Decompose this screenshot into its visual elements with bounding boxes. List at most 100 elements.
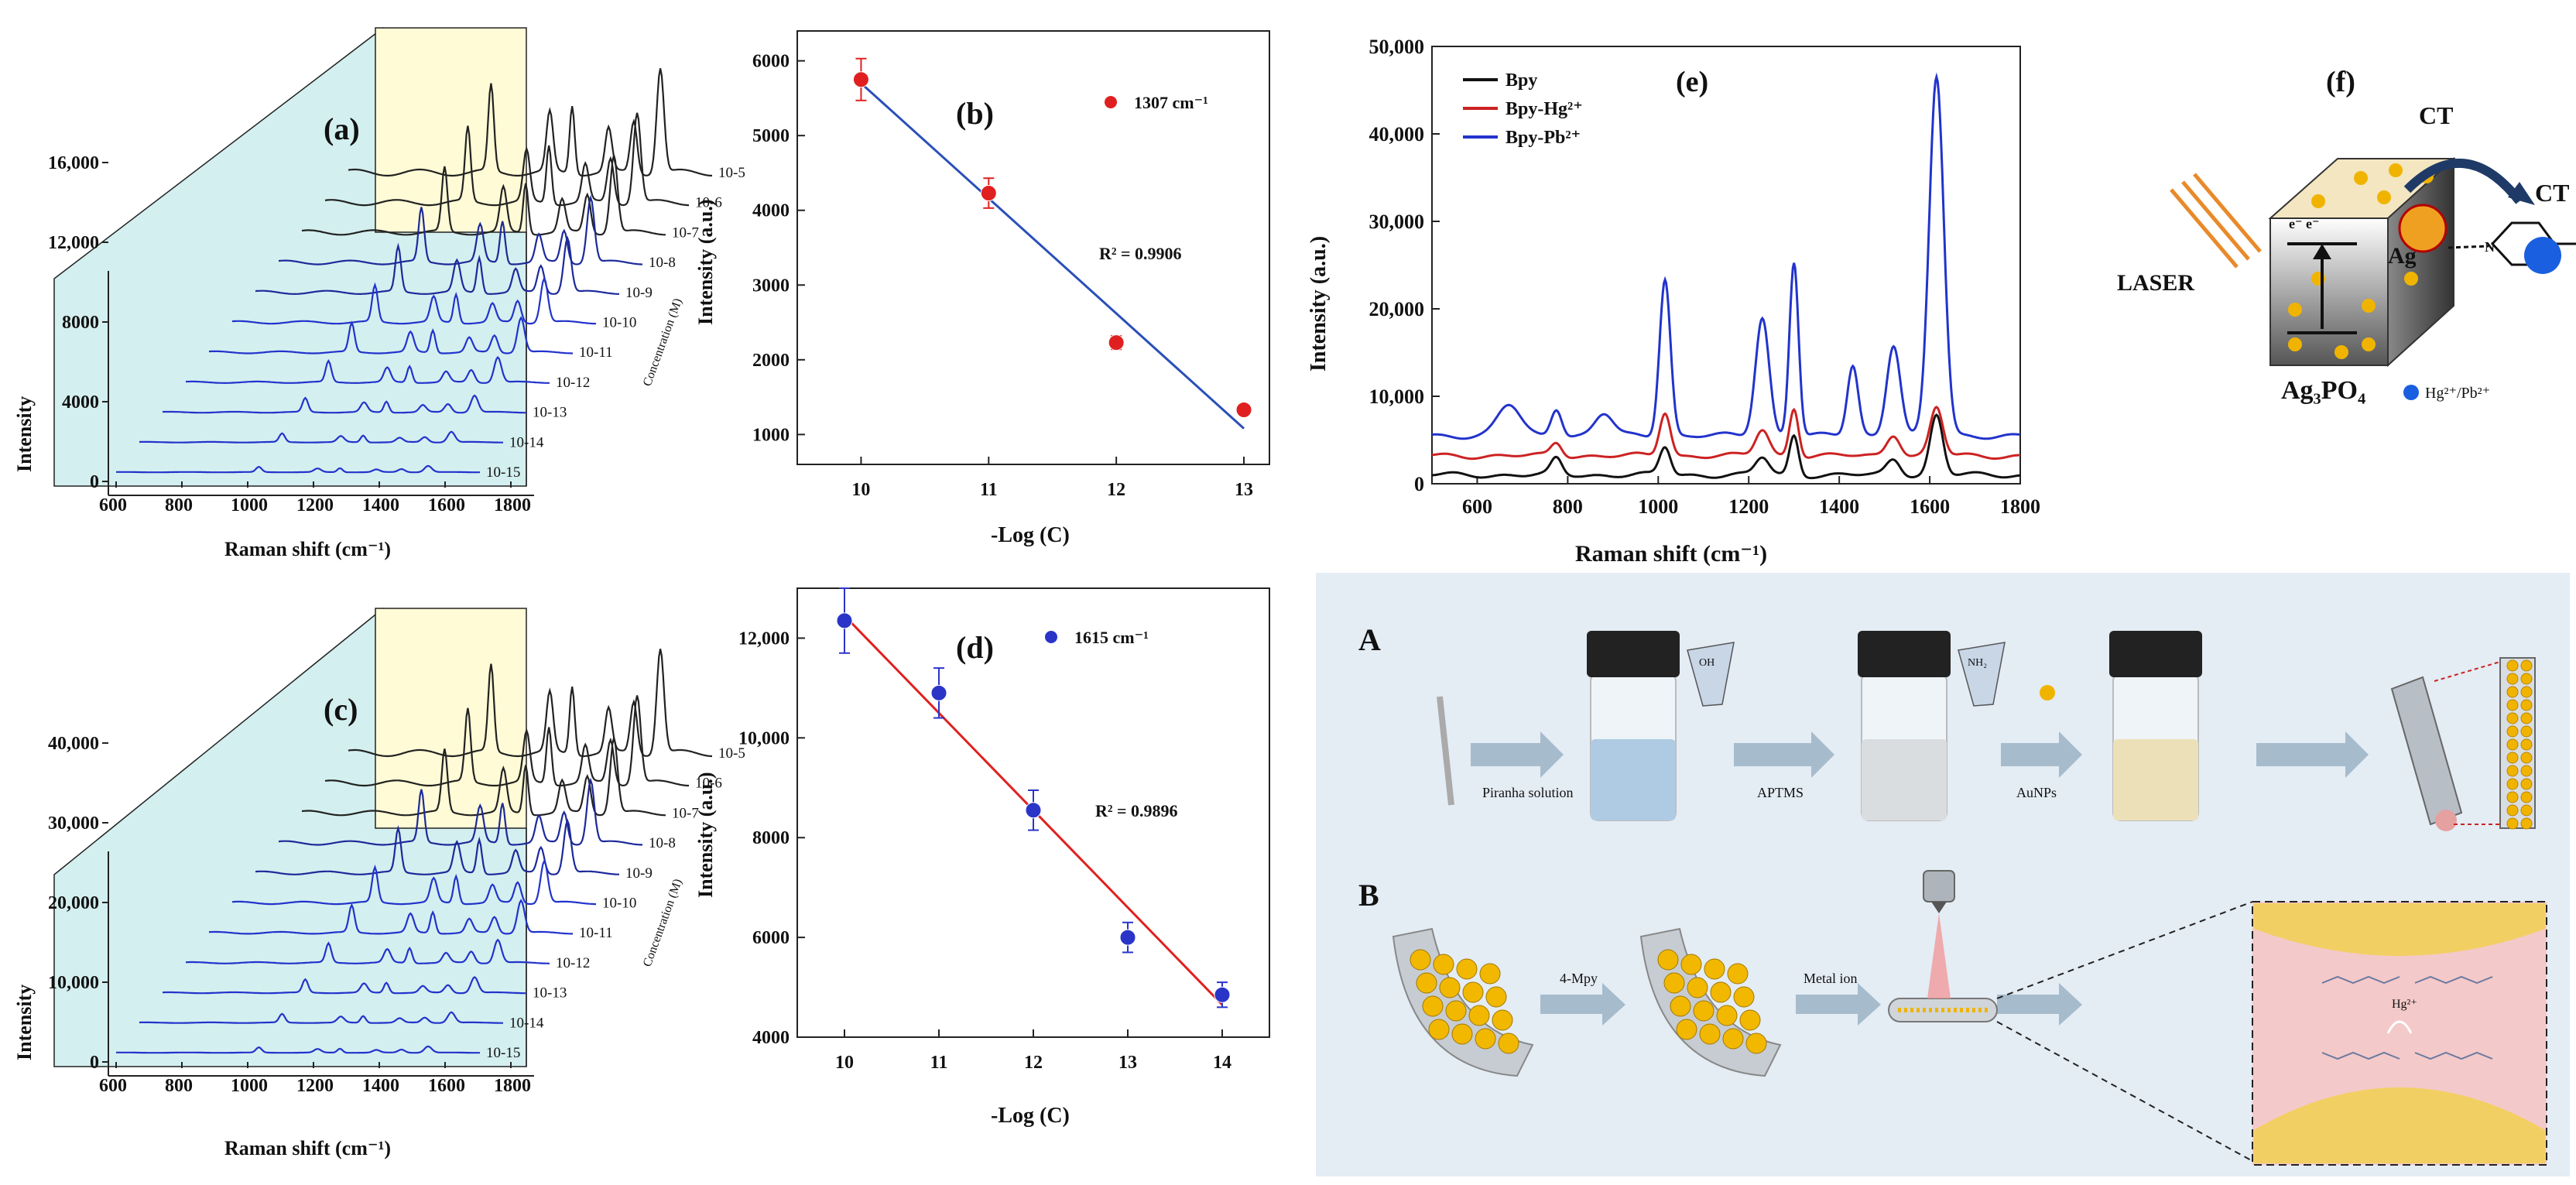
chart-y-tick-label: 10,000 [738, 728, 790, 748]
panel-f-ct2: CT [2535, 179, 2569, 207]
chart-a-spectra: 10-5 10-6 10-7 10-8 10-9 10-10 10-11 10-12 10-13… [116, 68, 745, 481]
rod-gold-dot [2520, 778, 2533, 790]
functional-group-cone-2 [1958, 642, 2006, 707]
trough-gold-sphere [1492, 1009, 1513, 1031]
trough-gold-sphere [1670, 995, 1691, 1017]
chart-y-tick-label: 20,000 [1369, 298, 1425, 320]
trough-gold-sphere [1475, 1028, 1496, 1050]
chart-a-label: (a) [324, 111, 360, 146]
data-point [1214, 986, 1231, 1003]
chart-c-y-axis: 0 10,000 20,000 30,000 40,000 [48, 734, 109, 1076]
data-point [852, 71, 869, 88]
trough-gold-sphere [1687, 977, 1708, 998]
chart-y-tick-label: 30,000 [1369, 211, 1425, 233]
chart-x-tick-label: 800 [1553, 495, 1583, 518]
chart-x-tick-label: 1800 [2000, 495, 2040, 518]
chart-d-ylabel: Intensity (a.u.) [694, 772, 717, 898]
spectrum-label-10-15: 10-15 [486, 1045, 520, 1061]
chart-b-scatter: 10 11 12 13 1000 2000 3000 4000 5000 6000 (b) 130… [694, 30, 1270, 547]
chart-x-tick-label: 1400 [362, 495, 399, 515]
spectrum-line-10-7 [301, 735, 666, 817]
chart-c-zlabel: Concentration (M) [641, 877, 685, 968]
spectrum-line-10-7 [301, 155, 666, 236]
rod-gold-dot [2506, 817, 2519, 830]
data-point [1119, 929, 1136, 946]
trough-gold-sphere [1468, 1005, 1490, 1026]
chart-y-tick-label: 20,000 [48, 893, 99, 913]
spectrum-label-10-5: 10-5 [718, 745, 745, 762]
rod-gold-dot [2520, 804, 2533, 817]
spectrum-line-10-8 [278, 777, 643, 846]
rod-gold-dot [2506, 673, 2519, 685]
spectrum-label-10-13: 10-13 [533, 405, 567, 421]
chart-x-tick-label: 1400 [1819, 495, 1859, 518]
spectrum-line-10-13 [162, 394, 526, 414]
upper-gold-surface [2254, 903, 2545, 956]
gold-trough-1-icon [1392, 927, 1534, 1077]
rod-gold-dot [2506, 686, 2519, 698]
trough-gold-sphere [1727, 963, 1749, 985]
data-point [1025, 802, 1042, 819]
spectrum-line-10-10 [231, 858, 596, 906]
chart-e-spectra: 600 800 1000 1200 1400 1600 1800 0 10,000 20,000 3… [1307, 36, 2040, 567]
chart-x-tick-label: 1000 [1638, 495, 1678, 518]
chart-x-tick-label: 1600 [428, 495, 465, 515]
chart-a-waterfall: 10-5 10-6 10-7 10-8 10-9 10-10 10-11 10-12 10-13… [13, 26, 745, 560]
spectrum-label-10-12: 10-12 [556, 955, 590, 971]
panel-A-step2: APTMS [1757, 785, 1804, 800]
chart-a-ylabel: Intensity [13, 396, 36, 472]
chart-d-legend: 1615 cm⁻¹ [1074, 628, 1149, 647]
chart-b-xlabel: -Log (C) [991, 523, 1070, 547]
panel-A-schematic: A OH NH₂ Piranha solution APTMS AuNPs [1358, 622, 2536, 831]
trough-gold-sphere [1745, 1033, 1767, 1054]
trough-gold-sphere [1416, 972, 1437, 994]
chart-x-tick-label: 1800 [494, 1076, 531, 1096]
chart-y-tick-label: 12,000 [738, 628, 790, 649]
spectrum-label-10-14: 10-14 [509, 1015, 544, 1031]
spectrum-line-10-9 [255, 235, 620, 296]
spectrum-line-10-15 [116, 464, 480, 474]
chart-d-legend-marker [1045, 631, 1057, 643]
panel-f-laser: LASER [2117, 270, 2194, 296]
spectrum-line-10-15 [116, 1045, 480, 1054]
trough-gold-sphere [1485, 986, 1507, 1008]
vial-1-icon [1587, 631, 1680, 821]
series-line-1 [1431, 406, 2020, 461]
laser-beam-icon [2170, 173, 2262, 269]
rod-gold-dot [2520, 817, 2533, 830]
chart-x-tick-label: 600 [1462, 495, 1492, 518]
chart-y-tick-label: 5000 [752, 126, 790, 146]
chart-c-label: (c) [324, 692, 358, 727]
data-point [836, 612, 853, 629]
spectrum-label-10-5: 10-5 [718, 165, 745, 181]
rod-gold-dot [2520, 712, 2533, 724]
spectrum-label-10-14: 10-14 [509, 434, 544, 450]
chart-y-tick-label: 16,000 [48, 153, 99, 173]
chart-d-annotation: R² = 0.9896 [1095, 801, 1178, 820]
fit-line [860, 82, 1245, 430]
chart-e-legend: Bpy Bpy-Hg²⁺ Bpy-Pb²⁺ [1463, 70, 1583, 148]
spectrum-label-10-11: 10-11 [579, 925, 613, 941]
chart-d-xlabel: -Log (C) [991, 1104, 1070, 1128]
spectrum-line-10-10 [231, 276, 597, 325]
raman-objective-icon [1923, 870, 1955, 998]
trough-gold-sphere [1676, 1019, 1697, 1040]
data-point [980, 185, 997, 202]
panel-f-crystal: Ag₃PO₄ [2281, 376, 2365, 405]
rod-gold-dot [2520, 659, 2533, 672]
chart-y-tick-label: 50,000 [1369, 36, 1425, 58]
chart-x-tick-label: 1800 [494, 495, 531, 515]
ct-arrow-1-icon [2403, 159, 2523, 204]
rod-gold-dots [2506, 659, 2533, 830]
fiber-tube-icon [1888, 998, 1998, 1022]
vial-2-icon [1858, 631, 1951, 821]
chart-d-label: (d) [956, 630, 994, 665]
zoom-line-1 [1996, 901, 2253, 999]
spectrum-label-10-6: 10-6 [695, 776, 722, 792]
chart-x-tick-label: 1200 [1728, 495, 1769, 518]
spectrum-label-10-7: 10-7 [672, 224, 699, 241]
gold-trough-2-icon [1639, 927, 1782, 1077]
trough-gold-sphere [1693, 1000, 1714, 1022]
panel-A-step1: Piranha solution [1482, 785, 1574, 800]
spectrum-label-10-11: 10-11 [579, 344, 613, 361]
